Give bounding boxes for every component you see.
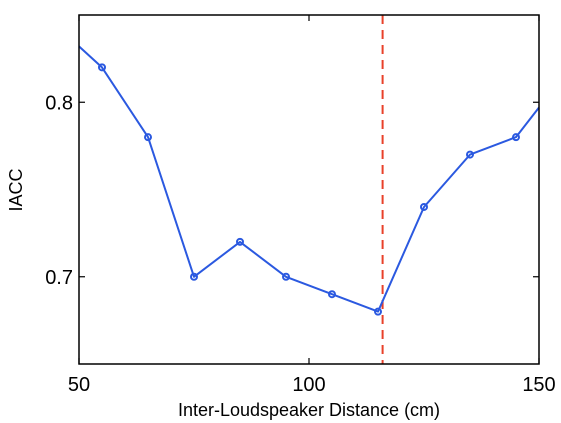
- data-point: [328, 290, 336, 299]
- data-point: [98, 63, 106, 72]
- x-tick-label: 50: [68, 374, 90, 396]
- data-point: [282, 272, 290, 281]
- series-line: [78, 45, 540, 313]
- data-point: [466, 150, 474, 159]
- data-point: [144, 133, 152, 142]
- plot-marks: [78, 15, 540, 364]
- y-tick-label: 0.7: [45, 267, 73, 289]
- x-axis-label: Inter-Loudspeaker Distance (cm): [178, 400, 440, 420]
- data-point: [512, 133, 520, 142]
- x-tick-label: 150: [522, 374, 555, 396]
- plot-frame: [78, 14, 540, 365]
- axis-ticks: 50 100 150 0.7 0.8: [45, 15, 556, 396]
- y-tick-label: 0.8: [45, 92, 73, 114]
- data-point: [236, 237, 244, 246]
- data-point: [374, 307, 382, 316]
- data-point: [190, 272, 198, 281]
- x-tick-label: 100: [292, 374, 325, 396]
- data-point: [420, 202, 428, 211]
- y-axis-label: IACC: [6, 168, 26, 211]
